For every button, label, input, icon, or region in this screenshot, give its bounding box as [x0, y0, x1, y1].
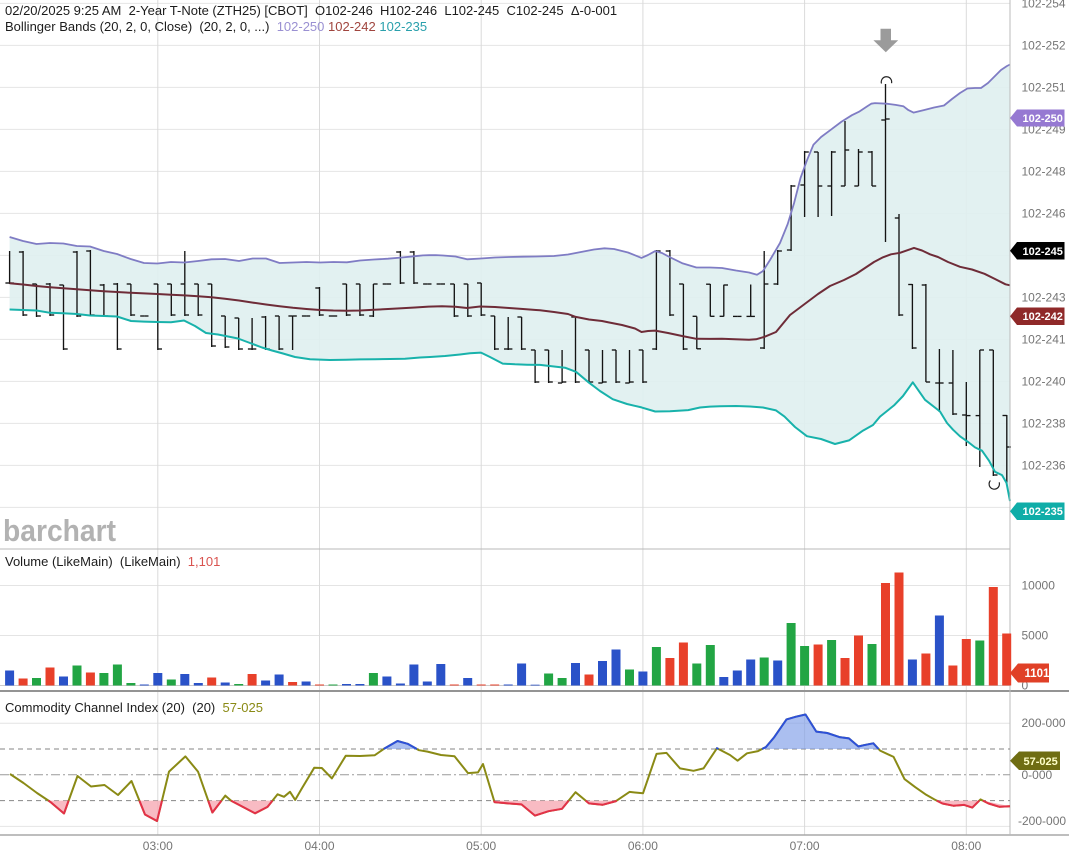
svg-text:102-252: 102-252 — [1022, 38, 1066, 52]
svg-text:102-251: 102-251 — [1022, 80, 1066, 94]
svg-text:102-243: 102-243 — [1022, 290, 1066, 304]
svg-text:102-245: 102-245 — [1023, 246, 1063, 258]
svg-text:02/20/2025 9:25 AM 2-Year T-N: 02/20/2025 9:25 AM 2-Year T-Note (ZTH25)… — [5, 3, 617, 18]
svg-text:05:00: 05:00 — [466, 839, 496, 853]
svg-text:102-254: 102-254 — [1022, 0, 1066, 10]
svg-text:5000: 5000 — [1022, 629, 1049, 643]
svg-text:102-238: 102-238 — [1022, 416, 1066, 430]
svg-text:04:00: 04:00 — [304, 839, 334, 853]
svg-text:1101: 1101 — [1025, 668, 1051, 680]
svg-text:Bollinger Bands (20, 2, 0, Clo: Bollinger Bands (20, 2, 0, Close) (20, 2… — [5, 19, 427, 34]
svg-text:102-246: 102-246 — [1022, 206, 1066, 220]
svg-text:06:00: 06:00 — [628, 839, 658, 853]
svg-text:102-248: 102-248 — [1022, 164, 1066, 178]
svg-text:10000: 10000 — [1022, 579, 1056, 593]
svg-text:102-250: 102-250 — [1023, 113, 1063, 125]
svg-text:03:00: 03:00 — [143, 839, 173, 853]
svg-text:Volume (LikeMain) (LikeMain): Volume (LikeMain) (LikeMain) 1,101 — [5, 554, 220, 569]
svg-text:102-236: 102-236 — [1022, 458, 1066, 472]
svg-text:200-000: 200-000 — [1022, 716, 1066, 730]
svg-text:102-242: 102-242 — [1023, 311, 1063, 323]
svg-text:102-235: 102-235 — [1023, 506, 1063, 518]
svg-text:07:00: 07:00 — [790, 839, 820, 853]
svg-text:-200-000: -200-000 — [1018, 814, 1066, 828]
svg-text:0: 0 — [1022, 679, 1029, 693]
svg-text:102-240: 102-240 — [1022, 374, 1066, 388]
svg-text:57-025: 57-025 — [1024, 756, 1058, 768]
svg-text:Commodity Channel Index (20): Commodity Channel Index (20) (20) 57-025 — [5, 700, 263, 715]
svg-text:0-000: 0-000 — [1022, 768, 1053, 782]
svg-text:102-241: 102-241 — [1022, 332, 1066, 346]
svg-text:08:00: 08:00 — [951, 839, 981, 853]
svg-text:barchart: barchart — [3, 513, 116, 548]
